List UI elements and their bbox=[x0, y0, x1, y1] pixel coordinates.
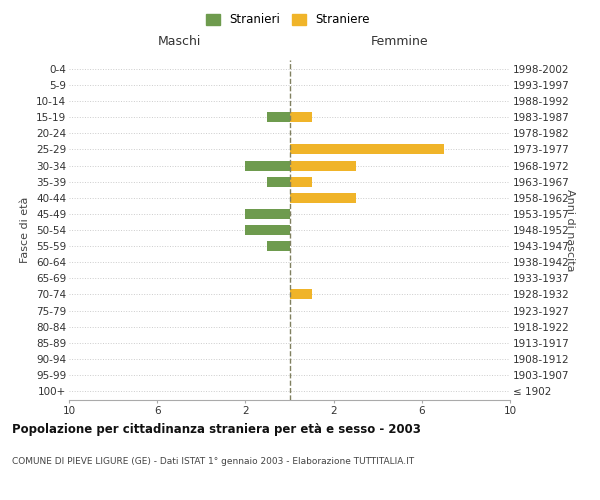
Text: Femmine: Femmine bbox=[371, 35, 428, 48]
Bar bbox=[268, 241, 290, 251]
Text: COMUNE DI PIEVE LIGURE (GE) - Dati ISTAT 1° gennaio 2003 - Elaborazione TUTTITAL: COMUNE DI PIEVE LIGURE (GE) - Dati ISTAT… bbox=[12, 458, 414, 466]
Y-axis label: Fasce di età: Fasce di età bbox=[20, 197, 31, 263]
Bar bbox=[268, 112, 290, 122]
Bar bbox=[245, 160, 290, 170]
Bar bbox=[290, 112, 311, 122]
Bar bbox=[290, 144, 444, 154]
Bar bbox=[268, 176, 290, 186]
Bar bbox=[245, 225, 290, 235]
Bar bbox=[290, 160, 356, 170]
Bar bbox=[290, 290, 311, 300]
Text: Popolazione per cittadinanza straniera per età e sesso - 2003: Popolazione per cittadinanza straniera p… bbox=[12, 422, 421, 436]
Legend: Stranieri, Straniere: Stranieri, Straniere bbox=[206, 14, 370, 26]
Y-axis label: Anni di nascita: Anni di nascita bbox=[565, 188, 575, 271]
Bar bbox=[245, 209, 290, 219]
Text: Maschi: Maschi bbox=[158, 35, 201, 48]
Bar bbox=[290, 193, 356, 203]
Bar bbox=[290, 176, 311, 186]
